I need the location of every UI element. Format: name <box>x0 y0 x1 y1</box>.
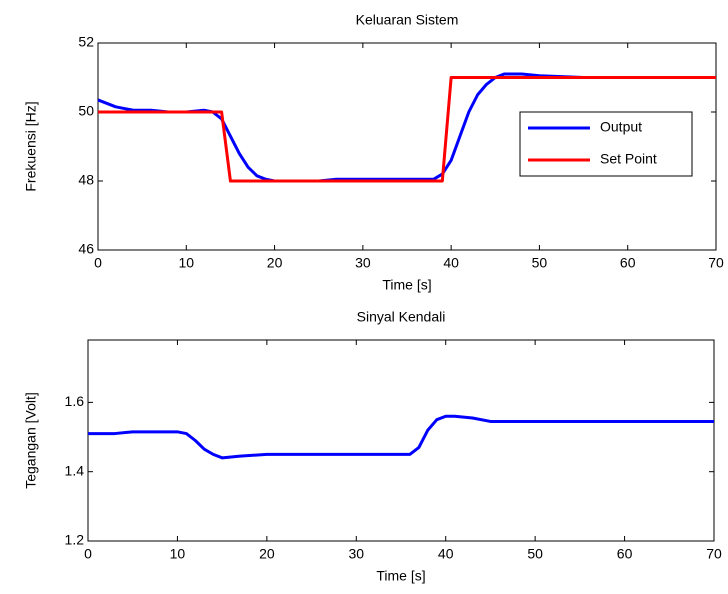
x-tick-label: 60 <box>617 546 633 562</box>
y-tick-label: 1.4 <box>65 462 85 478</box>
y-axis-label: Frekuensi [Hz] <box>23 101 39 191</box>
x-tick-label: 20 <box>259 546 275 562</box>
x-tick-label: 70 <box>706 546 722 562</box>
x-tick-label: 50 <box>532 255 548 271</box>
x-tick-label: 30 <box>355 255 371 271</box>
series-line <box>98 76 716 183</box>
x-tick-label: 40 <box>438 546 454 562</box>
x-tick-label: 10 <box>170 546 186 562</box>
x-axis-label: Time [s] <box>382 277 431 293</box>
chart-title: Sinyal Kendali <box>357 309 446 325</box>
x-tick-label: 10 <box>178 255 194 271</box>
x-tick-label: 0 <box>94 255 102 271</box>
plot-area <box>97 42 717 251</box>
x-axis-label: Time [s] <box>376 568 425 584</box>
legend-box <box>519 111 693 177</box>
chart-title: Keluaran Sistem <box>356 12 459 28</box>
x-tick-label: 20 <box>267 255 283 271</box>
x-tick-label: 60 <box>620 255 636 271</box>
x-tick-label: 0 <box>84 546 92 562</box>
y-tick-label: 50 <box>78 103 94 119</box>
legend-label: Set Point <box>600 151 657 167</box>
y-tick-label: 46 <box>78 241 94 257</box>
legend-label: Output <box>600 119 642 135</box>
plot-area <box>87 339 715 542</box>
x-tick-label: 70 <box>708 255 724 271</box>
y-axis-label: Tegangan [Volt] <box>23 392 39 489</box>
x-tick-label: 30 <box>348 546 364 562</box>
y-tick-label: 52 <box>78 34 94 50</box>
y-tick-label: 48 <box>78 172 94 188</box>
y-tick-label: 1.2 <box>65 532 85 548</box>
series-line <box>88 414 714 460</box>
x-tick-label: 40 <box>443 255 459 271</box>
y-tick-label: 1.6 <box>65 393 85 409</box>
x-tick-label: 50 <box>527 546 543 562</box>
